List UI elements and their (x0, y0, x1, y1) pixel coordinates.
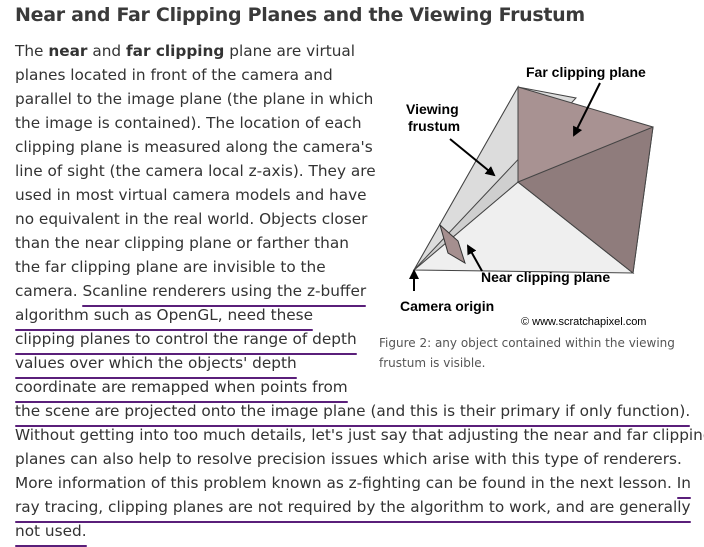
far-clipping-plane-label: Far clipping plane (526, 64, 646, 80)
text-line: Without getting into too much details, l… (15, 426, 704, 444)
text-line: than the near clipping plane or farther … (15, 234, 349, 252)
frustum-arrow (449, 138, 496, 177)
text-line: planes located in front of the camera an… (15, 66, 333, 84)
bold-term-far-clipping: far clipping (125, 42, 225, 60)
text-line: line of sight (the camera local z-axis).… (15, 162, 376, 180)
camera-origin-label: Camera origin (400, 298, 494, 314)
text-line: values over which the objects' depth (15, 351, 297, 379)
text-span: camera. (15, 282, 83, 300)
underlined-text: the scene are projected onto the image p… (15, 399, 691, 427)
text-line: no equivalent in the real world. Objects… (15, 210, 368, 228)
text-span: plane are virtual (224, 42, 356, 60)
viewing-frustum-label-2: frustum (408, 118, 460, 134)
bold-term-near: near (48, 42, 88, 60)
underlined-text: In (676, 471, 692, 499)
text-span: More information of this problem known a… (15, 474, 677, 492)
text-line: More information of this problem known a… (15, 471, 692, 499)
far-plane-arrow (573, 82, 601, 137)
near-plane-arrow (467, 244, 483, 272)
far-plane-shade (517, 126, 654, 274)
underlined-text: ray tracing, clipping planes are not req… (15, 495, 691, 523)
near-clipping-plane-label: Near clipping plane (481, 269, 610, 285)
figure-caption: Figure 2: any object contained within th… (379, 336, 675, 370)
text-line: planes can also help to resolve precisio… (15, 450, 682, 468)
text-line: The near and far clipping plane are virt… (15, 39, 355, 63)
copyright-label: © www.scratchapixel.com (521, 316, 646, 328)
underlined-text: clipping planes to control the range of … (15, 327, 357, 355)
text-line: not used. (15, 519, 87, 547)
underlined-text: values over which the objects' depth (15, 351, 297, 379)
page-title: Near and Far Clipping Planes and the Vie… (15, 4, 585, 26)
underlined-text: coordinate are remapped when points from (15, 375, 348, 403)
viewing-frustum-figure: Far clipping plane Viewing frustum Near … (400, 64, 654, 328)
text-line: the image is contained). The location of… (15, 114, 362, 132)
text-line: parallel to the image plane (the plane i… (15, 90, 374, 108)
near-clipping-plane (439, 223, 466, 265)
underlined-text: Scanline renderers using the z-buffer (82, 279, 366, 307)
text-span: and (87, 42, 126, 60)
text-line: algorithm such as OpenGL, need these (15, 303, 314, 331)
text-span: The (15, 42, 49, 60)
viewing-frustum-label-1: Viewing (406, 101, 459, 117)
text-line: camera. Scanline renderers using the z-b… (15, 279, 366, 307)
text-line: coordinate are remapped when points from (15, 375, 348, 403)
text-line: ray tracing, clipping planes are not req… (15, 495, 691, 523)
text-line: the far clipping plane are invisible to … (15, 258, 326, 276)
underlined-text: algorithm such as OpenGL, need these (15, 303, 314, 331)
text-line: clipping plane is measured along the cam… (15, 138, 373, 156)
text-line: used in most virtual camera models and h… (15, 186, 367, 204)
underlined-text: not used. (15, 519, 87, 547)
text-line: clipping planes to control the range of … (15, 327, 357, 355)
text-line: the scene are projected onto the image p… (15, 399, 691, 427)
